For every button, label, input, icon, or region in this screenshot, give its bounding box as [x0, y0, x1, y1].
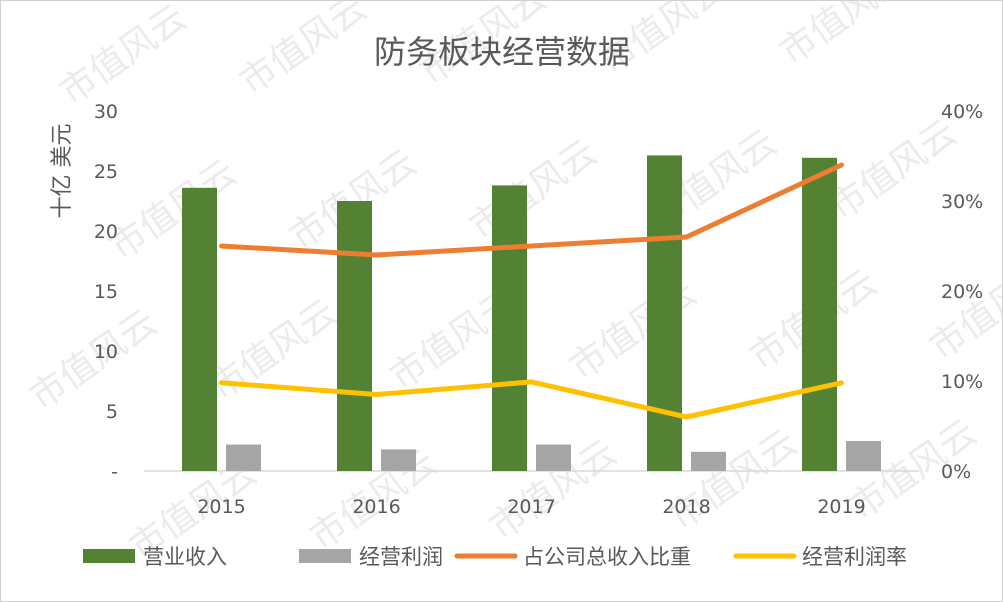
legend-label: 营业收入: [143, 545, 227, 569]
right-tick-label: 20%: [941, 281, 983, 303]
watermark-text: 市值风云: [773, 1, 914, 73]
right-tick-label: 10%: [941, 371, 983, 393]
bar-revenue: [182, 187, 217, 472]
left-tick-label: 15: [94, 281, 118, 303]
x-tick-label: 2015: [197, 496, 245, 518]
bar-revenue: [492, 185, 527, 471]
bar-revenue: [337, 201, 372, 471]
watermark-text: 市值风云: [923, 252, 1002, 368]
left-tick-label: 30: [94, 101, 118, 123]
right-tick-label: 40%: [941, 101, 983, 123]
watermark-text: 市值风云: [53, 1, 194, 113]
watermark-text: 市值风云: [103, 152, 244, 268]
bar-profit: [226, 444, 261, 471]
right-tick-label: 0%: [941, 461, 971, 483]
watermark-text: 市值风云: [663, 422, 804, 538]
series-line-1: [219, 379, 844, 420]
left-axis-ticks: - 5 10 15 20 25 30: [94, 101, 118, 483]
y-axis-label: 十亿 美元: [50, 124, 75, 219]
x-tick-label: 2018: [662, 496, 710, 518]
x-tick-label: 2016: [352, 496, 400, 518]
watermark-text: 市值风云: [233, 1, 374, 103]
x-tick-label: 2019: [817, 496, 865, 518]
left-tick-label: 25: [94, 161, 118, 183]
legend: 营业收入 经营利润 占公司总收入比重 经营利润率: [83, 545, 907, 569]
legend-swatch: [83, 549, 135, 563]
left-tick-label: -: [111, 461, 118, 483]
watermark-text: 市值风云: [563, 272, 704, 388]
left-tick-label: 10: [94, 341, 118, 363]
bar-series: [182, 155, 881, 472]
series-line-0: [219, 162, 844, 258]
legend-label: 占公司总收入比重: [523, 545, 691, 569]
watermark-text: 市值风云: [463, 132, 604, 248]
right-axis-ticks: 0% 10% 20% 30% 40%: [941, 101, 983, 483]
right-tick-label: 30%: [941, 191, 983, 213]
x-tick-label: 2017: [507, 496, 555, 518]
bar-profit: [691, 451, 726, 471]
bar-profit: [846, 441, 881, 471]
left-tick-label: 20: [94, 221, 118, 243]
bar-revenue: [647, 155, 682, 471]
bar-revenue: [802, 157, 837, 472]
legend-swatch: [299, 549, 351, 563]
chart-title: 防务板块经营数据: [374, 33, 630, 71]
left-tick-label: 5: [106, 401, 118, 423]
legend-label: 经营利润: [359, 545, 443, 569]
x-axis-ticks: 2015 2016 2017 2018 2019: [197, 496, 865, 518]
line-series: [219, 162, 844, 420]
bar-profit: [381, 449, 416, 471]
bar-profit: [536, 444, 571, 471]
legend-label: 经营利润率: [802, 545, 907, 569]
